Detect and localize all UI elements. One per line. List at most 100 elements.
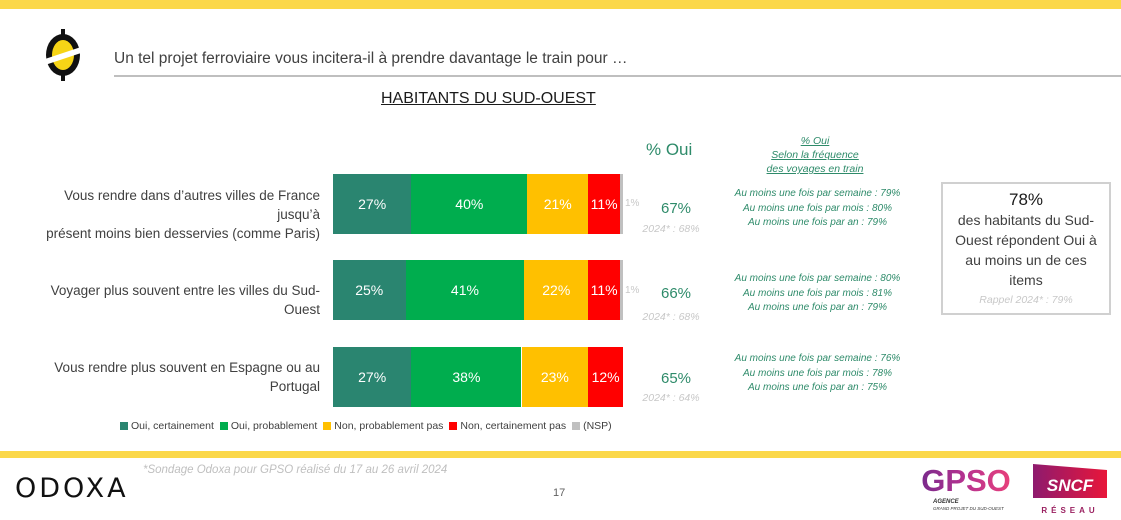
legend-label: Oui, probablement	[230, 420, 318, 432]
legend-swatch	[323, 422, 332, 430]
gpso-logo-sub1: AGENCE	[932, 499, 960, 505]
segment-oui-certainement: 27%	[333, 174, 412, 234]
summary-percentage: 78%	[1008, 190, 1044, 209]
summary-box: 78% des habitants du Sud- Ouest réponden…	[941, 182, 1111, 315]
sncf-reseau-logo: SNCF RÉSEAU	[1033, 464, 1107, 515]
legend-item: (NSP)	[572, 420, 612, 432]
stacked-bar: 27% 38% 23% 12%	[333, 347, 623, 407]
legend-label: Non, probablement pas	[334, 420, 444, 432]
legend-item: Oui, certainement	[120, 420, 214, 432]
frequency-header-line: Selon la fréquence	[771, 149, 859, 161]
segment-label: 27%	[358, 369, 387, 385]
chart-subtitle: HABITANTS DU SUD-OUEST	[381, 90, 596, 107]
summary-text: des habitants du Sud- Ouest répondent Ou…	[943, 210, 1109, 290]
segment-oui-probablement: 40%	[411, 174, 528, 234]
segment-oui-probablement: 38%	[411, 347, 522, 407]
frequency-line: Au moins une fois par semaine : 80%	[734, 273, 901, 284]
segment-label: 11%	[590, 196, 618, 212]
frequency-block: Au moins une fois par semaine : 79% Au m…	[725, 187, 910, 231]
legend-label: Non, certainement pas	[460, 420, 567, 432]
segment-label: 11%	[590, 282, 618, 298]
sncf-logo-text: SNCF	[1047, 476, 1094, 495]
segment-label: 27%	[358, 196, 387, 212]
gpso-logo: GPSO AGENCE GRAND PROJET DU SUD-OUEST	[921, 463, 1011, 511]
summary-text-line: au moins un de ces	[965, 252, 1087, 268]
frequency-header: % Oui Selon la fréquence des voyages en …	[740, 134, 890, 176]
pct-oui-2024: 2024* : 64%	[642, 392, 700, 404]
sncf-logo-sub: RÉSEAU	[1041, 506, 1098, 515]
frequency-line: Au moins une fois par an : 75%	[748, 382, 887, 393]
legend-swatch	[120, 422, 128, 430]
segment-label: 21%	[543, 196, 572, 212]
legend-item: Non, certainement pas	[449, 420, 566, 432]
nsp-label: 1%	[625, 285, 640, 296]
segment-label: 23%	[540, 369, 569, 385]
segment-non-probablement-pas: 21%	[527, 174, 589, 234]
segment-label: 25%	[355, 282, 384, 298]
legend-label: Oui, certainement	[131, 420, 214, 432]
frequency-line: Au moins une fois par an : 79%	[748, 302, 887, 313]
row-label-line: présent moins bien desservies (comme Par…	[46, 226, 320, 241]
odoxa-emblem-icon	[45, 29, 81, 81]
stacked-bar: 27% 40% 21% 11%	[333, 174, 623, 234]
frequency-header-line: des voyages en train	[766, 163, 864, 175]
frequency-line: Au moins une fois par mois : 80%	[743, 202, 892, 214]
segment-label: 38%	[452, 369, 481, 385]
chart-legend: Oui, certainement Oui, probablement Non,…	[120, 420, 618, 432]
question-title: Un tel projet ferroviaire vous incitera-…	[114, 50, 628, 67]
segment-non-certainement-pas: 12%	[588, 347, 623, 407]
stacked-bar: 25% 41% 22% 11%	[333, 260, 623, 320]
legend-swatch	[572, 422, 581, 430]
row-label-line: Vous rendre plus souvent en Espagne ou a…	[54, 360, 320, 375]
nsp-label: 1%	[625, 198, 640, 209]
pct-oui-2024: 2024* : 68%	[642, 311, 700, 323]
top-yellow-band	[0, 0, 1121, 9]
frequency-line: Au moins une fois par semaine : 76%	[734, 353, 901, 364]
segment-non-certainement-pas: 11%	[588, 174, 621, 234]
row-label: Vous rendre plus souvent en Espagne ou a…	[20, 358, 320, 396]
summary-text-line: Ouest répondent Oui à	[955, 232, 1097, 248]
summary-rappel: Rappel 2024* : 79%	[979, 294, 1073, 306]
frequency-line: Au moins une fois par an : 79%	[748, 217, 887, 228]
segment-label: 22%	[542, 282, 571, 298]
frequency-line: Au moins une fois par mois : 81%	[743, 287, 892, 299]
footnote: *Sondage Odoxa pour GPSO réalisé du 17 a…	[143, 464, 448, 476]
segment-label: 12%	[591, 369, 620, 385]
frequency-line: Au moins une fois par semaine : 79%	[734, 188, 901, 199]
row-label: Vous rendre dans d’autres villes de Fran…	[20, 186, 320, 243]
segment-oui-certainement: 27%	[333, 347, 412, 407]
segment-nsp	[620, 174, 623, 234]
legend-label: (NSP)	[583, 420, 612, 432]
frequency-line: Au moins une fois par mois : 78%	[743, 367, 892, 379]
pct-oui-value: 67%	[660, 200, 692, 217]
segment-oui-probablement: 41%	[405, 260, 525, 320]
pct-oui-value: 66%	[660, 285, 692, 302]
summary-text-line: des habitants du Sud-	[957, 212, 1095, 228]
segment-label: 41%	[450, 282, 479, 298]
segment-nsp	[620, 260, 623, 320]
segment-non-probablement-pas: 22%	[524, 260, 589, 320]
title-divider	[114, 75, 1121, 77]
gpso-logo-sub2: GRAND PROJET DU SUD-OUEST	[933, 506, 1005, 511]
odoxa-logo: ODOXA	[15, 473, 129, 504]
summary-text-line: items	[1009, 272, 1043, 288]
row-label: Voyager plus souvent entre les villes du…	[20, 281, 320, 319]
pct-oui-2024: 2024* : 68%	[642, 223, 700, 235]
row-label-line: Voyager plus souvent entre les villes du…	[50, 283, 320, 317]
segment-non-probablement-pas: 23%	[521, 347, 589, 407]
page-number: 17	[553, 487, 566, 499]
segment-label: 40%	[455, 196, 484, 212]
gpso-logo-text: GPSO	[921, 463, 1011, 498]
legend-swatch	[449, 422, 458, 430]
frequency-header-line: % Oui	[800, 135, 830, 147]
legend-item: Non, probablement pas	[323, 420, 443, 432]
legend-swatch	[219, 422, 228, 430]
pct-oui-header: % Oui	[646, 140, 693, 159]
pct-oui-value: 65%	[660, 370, 692, 387]
segment-oui-certainement: 25%	[333, 260, 406, 320]
bottom-yellow-band	[0, 451, 1121, 458]
legend-item: Oui, probablement	[219, 420, 318, 432]
frequency-block: Au moins une fois par semaine : 80% Au m…	[725, 272, 910, 316]
frequency-block: Au moins une fois par semaine : 76% Au m…	[725, 352, 910, 396]
segment-non-certainement-pas: 11%	[588, 260, 621, 320]
